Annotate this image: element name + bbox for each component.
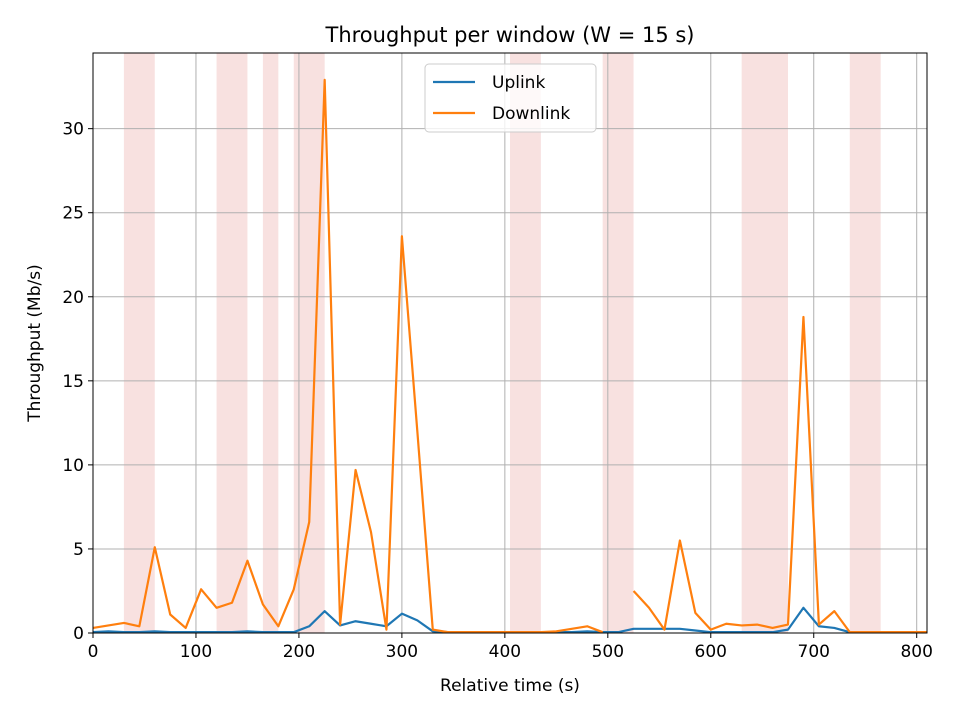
legend-label: Downlink (492, 104, 570, 124)
y-tick-label: 10 (62, 456, 84, 476)
y-tick-label: 25 (62, 204, 84, 224)
shaded-interval (602, 53, 634, 633)
y-axis-label: Throughput (Mb/s) (25, 264, 45, 422)
shaded-interval (741, 53, 788, 633)
x-tick-label: 300 (386, 642, 418, 662)
shaded-interval (510, 53, 541, 633)
x-tick-label: 700 (798, 642, 830, 662)
y-tick-label: 0 (73, 624, 84, 644)
shaded-interval (123, 53, 155, 633)
legend-label: Uplink (492, 73, 545, 93)
plot-frame (92, 52, 928, 634)
x-tick-label: 100 (180, 642, 212, 662)
y-tick-label: 20 (62, 288, 84, 308)
shaded-interval (293, 53, 325, 633)
chart-title: Throughput per window (W = 15 s) (325, 23, 695, 47)
x-tick-label: 400 (489, 642, 521, 662)
legend: Uplink Downlink (424, 63, 597, 133)
y-tick-label: 30 (62, 120, 84, 140)
x-tick-label: 500 (592, 642, 624, 662)
series-line-downlink (92, 78, 927, 634)
x-tick-label: 200 (283, 642, 315, 662)
x-tick-label: 800 (900, 642, 932, 662)
shaded-interval (216, 53, 248, 633)
y-tick-label: 5 (73, 540, 84, 560)
x-axis-label: Relative time (s) (440, 676, 580, 696)
y-tick-label: 15 (62, 372, 84, 392)
x-tick-label: 0 (88, 642, 99, 662)
shaded-interval (849, 53, 881, 633)
x-tick-label: 600 (695, 642, 727, 662)
shaded-interval (262, 53, 279, 633)
